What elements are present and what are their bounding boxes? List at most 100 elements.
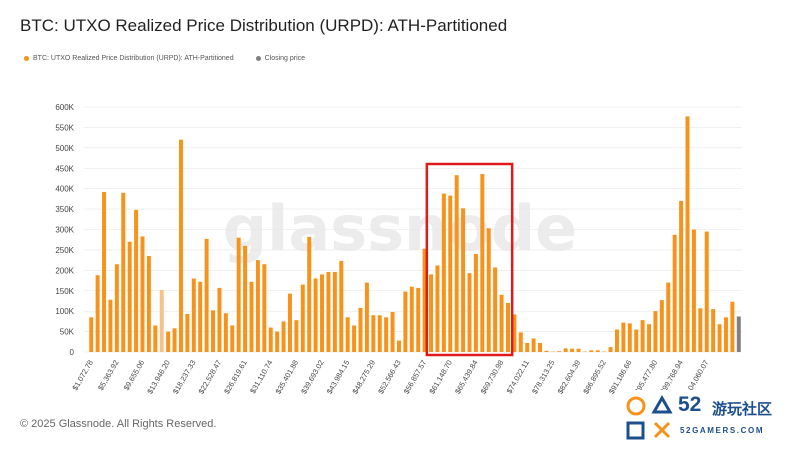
y-tick-label: 350K <box>55 205 74 214</box>
urpd-bar <box>564 348 568 352</box>
urpd-bar <box>615 330 619 352</box>
urpd-bar <box>686 116 690 352</box>
urpd-bar <box>326 272 330 352</box>
y-tick-label: 0 <box>70 348 75 357</box>
urpd-bar <box>660 300 664 352</box>
urpd-bar <box>641 320 645 352</box>
urpd-bar <box>461 208 465 352</box>
urpd-bar <box>352 325 356 352</box>
urpd-bar <box>115 264 119 352</box>
urpd-bar <box>673 235 677 352</box>
urpd-bar <box>538 343 542 352</box>
urpd-bar <box>275 332 279 352</box>
x-tick-label: $43,984.15 <box>325 359 352 396</box>
urpd-bar <box>314 279 318 353</box>
urpd-bar <box>698 308 702 352</box>
urpd-bar <box>730 302 734 352</box>
urpd-bar <box>224 313 228 352</box>
urpd-bar <box>480 174 484 352</box>
urpd-bar <box>307 237 311 352</box>
urpd-bar <box>333 272 337 352</box>
urpd-bar <box>384 317 388 352</box>
urpd-bar <box>128 242 132 352</box>
urpd-bar <box>455 175 459 352</box>
urpd-bar <box>429 274 433 352</box>
x-tick-label: $22,528.47 <box>197 359 224 396</box>
x-tick-label: $13,946.20 <box>145 359 172 396</box>
x-tick-label: $26,819.61 <box>222 359 249 396</box>
urpd-bar <box>544 351 548 352</box>
x-tick-label: $78,313.25 <box>530 359 557 396</box>
y-tick-label: 550K <box>55 123 74 132</box>
urpd-bar <box>410 287 414 352</box>
x-tick-label: $61,148.70 <box>427 359 454 396</box>
urpd-bar <box>647 324 651 352</box>
urpd-bar <box>108 300 112 352</box>
y-tick-label: 450K <box>55 164 74 173</box>
urpd-bar <box>294 320 298 352</box>
urpd-bar <box>487 228 491 352</box>
urpd-bar <box>250 282 254 352</box>
urpd-bar <box>468 273 472 352</box>
y-tick-label: 400K <box>55 185 74 194</box>
urpd-bar <box>435 265 439 352</box>
x-tick-label: $52,566.43 <box>376 359 403 396</box>
urpd-bar <box>262 264 266 352</box>
x-tick-label: $35,401.88 <box>274 359 301 396</box>
urpd-bar <box>589 350 593 352</box>
x-tick-label: $74,022.11 <box>505 359 531 396</box>
urpd-bar <box>89 317 93 352</box>
urpd-bar <box>365 283 369 352</box>
urpd-bar <box>166 332 170 352</box>
urpd-bar <box>634 330 638 352</box>
urpd-bar <box>256 260 260 352</box>
x-tick-label: $9,655.06 <box>122 359 146 392</box>
y-tick-label: 300K <box>55 226 74 235</box>
urpd-bar <box>134 210 138 352</box>
x-tick-label: $1,072.78 <box>70 359 94 392</box>
urpd-bar <box>243 246 247 352</box>
badge-chinese: 游玩社区 <box>712 398 772 419</box>
urpd-bar <box>320 274 324 352</box>
urpd-bar <box>288 294 292 352</box>
urpd-bar <box>532 339 536 352</box>
urpd-bar <box>403 292 407 352</box>
closing-price-bar <box>737 316 741 352</box>
urpd-bar <box>359 308 363 352</box>
urpd-bar <box>230 325 234 352</box>
urpd-bar <box>679 201 683 352</box>
urpd-bar <box>493 267 497 352</box>
urpd-bar <box>269 328 273 353</box>
y-tick-label: 100K <box>55 307 74 316</box>
y-tick-label: 250K <box>55 246 74 255</box>
urpd-bar <box>179 140 183 352</box>
x-tick-label: $48,275.29 <box>350 359 377 396</box>
urpd-bar <box>621 323 625 352</box>
urpd-bar <box>570 349 574 352</box>
urpd-bar <box>282 321 286 352</box>
urpd-bar <box>339 261 343 352</box>
urpd-bar <box>653 311 657 352</box>
y-tick-label: 200K <box>55 266 74 275</box>
urpd-bar <box>705 232 709 352</box>
gamepad-symbols-icon <box>622 392 682 452</box>
urpd-bar <box>416 288 420 352</box>
urpd-bar <box>237 238 241 352</box>
urpd-bar <box>160 290 164 352</box>
urpd-bar <box>185 314 189 352</box>
urpd-bar <box>500 295 504 352</box>
urpd-bar <box>301 285 305 352</box>
urpd-bar <box>391 312 395 352</box>
urpd-bar <box>378 315 382 352</box>
site-badge <box>618 390 800 450</box>
urpd-bar <box>718 324 722 352</box>
urpd-bar <box>96 275 100 352</box>
x-tick-label: $56,857.57 <box>402 359 429 396</box>
urpd-bar <box>724 317 728 352</box>
urpd-bar <box>557 351 561 352</box>
urpd-bar <box>448 196 452 352</box>
x-tick-label: $31,110.74 <box>248 359 274 396</box>
urpd-bar <box>506 303 510 352</box>
